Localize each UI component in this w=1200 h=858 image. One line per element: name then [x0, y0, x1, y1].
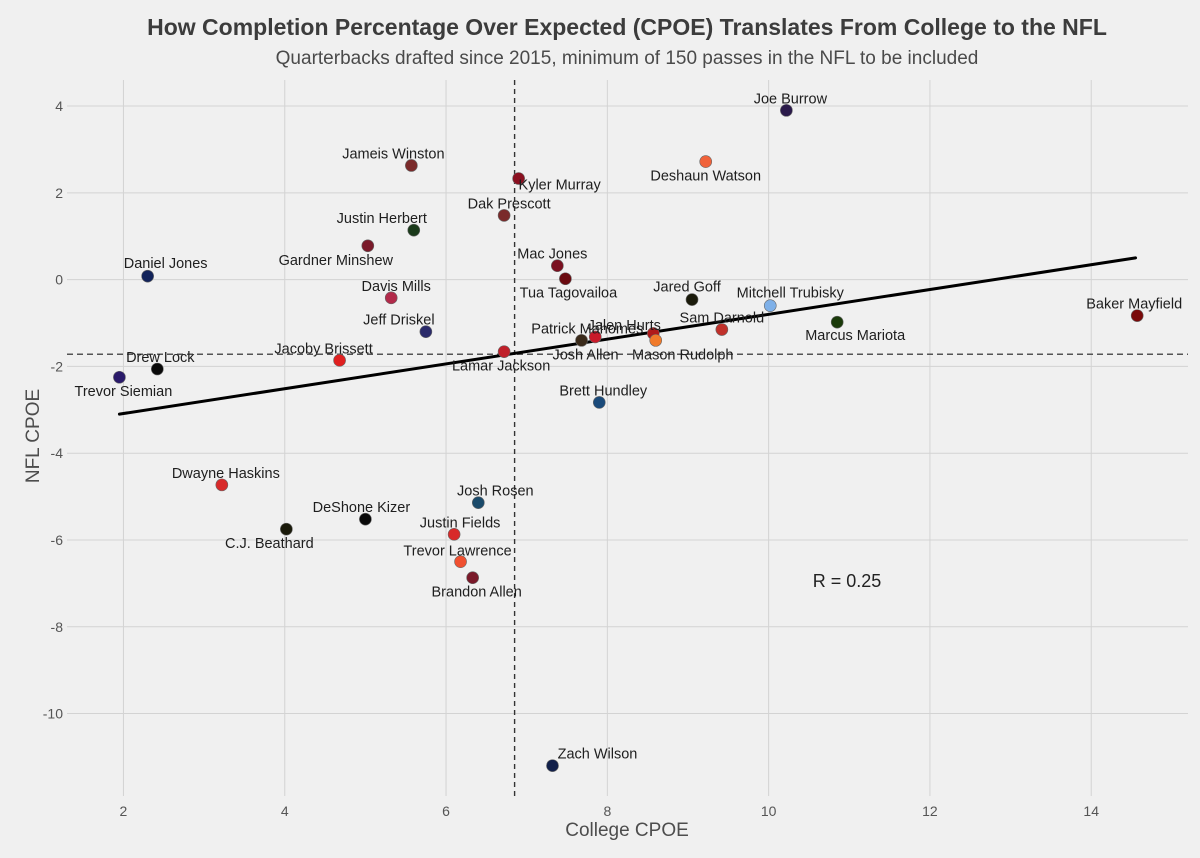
- data-point: [384, 291, 398, 305]
- chart-subtitle: Quarterbacks drafted since 2015, minimum…: [276, 48, 979, 69]
- data-point: [361, 239, 375, 253]
- y-tick-label: -6: [51, 532, 64, 548]
- data-point: [472, 496, 485, 509]
- y-tick-label: 4: [55, 98, 63, 114]
- data-point: [280, 522, 293, 536]
- y-tick-label: -4: [51, 445, 64, 461]
- y-axis-label: NFL CPOE: [23, 389, 44, 483]
- point-label: Baker Mayfield: [1086, 297, 1182, 313]
- data-point: [141, 269, 154, 283]
- y-tick-label: 0: [55, 272, 63, 288]
- y-tick-label: -2: [51, 358, 64, 374]
- data-point: [447, 528, 461, 541]
- point-label: Zach Wilson: [558, 747, 638, 763]
- x-axis-label: College CPOE: [565, 820, 689, 841]
- data-point: [592, 396, 606, 409]
- data-point: [215, 478, 229, 492]
- y-tick-label: -8: [51, 619, 64, 635]
- data-point: [333, 354, 346, 367]
- point-labels: Joe Burrow Deshaun Watson Jameis Winston Ky…: [75, 91, 1183, 762]
- point-label: C.J. Beathard: [225, 536, 314, 552]
- data-point: [497, 345, 511, 358]
- x-tick-label: 10: [761, 803, 777, 819]
- y-tick-label: -10: [43, 706, 63, 722]
- point-label: Tua Tagovailoa: [520, 286, 618, 302]
- data-point: [512, 172, 525, 185]
- trend-line-group: [117, 256, 1138, 416]
- trend-line: [117, 256, 1138, 416]
- point-label: Brett Hundley: [559, 383, 648, 399]
- point-label: Justin Herbert: [337, 211, 427, 227]
- data-point: [405, 159, 418, 172]
- point-label: Mitchell Trubisky: [737, 286, 845, 302]
- chart-title: How Completion Percentage Over Expected …: [147, 14, 1107, 40]
- x-tick-label: 12: [922, 803, 938, 819]
- point-label: Patrick Mahomes: [531, 321, 643, 337]
- x-tick-label: 14: [1083, 803, 1099, 819]
- point-label: Davis Mills: [362, 279, 431, 295]
- point-label: DeShone Kizer: [313, 500, 411, 516]
- x-tick-label: 8: [603, 803, 611, 819]
- r-annotation: R = 0.25: [813, 571, 882, 591]
- data-point: [575, 334, 588, 347]
- point-label: Jared Goff: [653, 280, 721, 296]
- point-label: Daniel Jones: [124, 256, 208, 272]
- point-label: Josh Rosen: [457, 484, 534, 500]
- data-point: [649, 334, 663, 347]
- data-point: [699, 155, 713, 168]
- point-label: Sam Darnold: [680, 311, 765, 327]
- data-point: [1130, 309, 1144, 322]
- x-tick-label: 4: [281, 803, 289, 819]
- tick-labels: 2 4 6 8 10 12 14 4 2 0 -2 -4 -6 -8 -10: [43, 98, 1099, 819]
- point-label: Dwayne Haskins: [172, 466, 280, 482]
- point-label: Lamar Jackson: [452, 359, 550, 375]
- point-label: Mac Jones: [517, 247, 587, 263]
- data-point: [685, 293, 699, 306]
- point-label: Trevor Siemian: [75, 384, 173, 400]
- data-point: [559, 272, 572, 286]
- point-label: Drew Lock: [126, 350, 195, 366]
- data-point: [830, 315, 844, 329]
- x-tick-label: 6: [442, 803, 450, 819]
- data-point: [588, 330, 602, 344]
- point-label: Jeff Driskel: [363, 313, 434, 329]
- y-tick-label: 2: [55, 185, 63, 201]
- point-label: Trevor Lawrence: [403, 544, 511, 560]
- point-label: Jameis Winston: [342, 146, 444, 162]
- grid: [67, 80, 1188, 796]
- point-label: Josh Allen: [552, 347, 618, 363]
- point-label: Marcus Mariota: [805, 328, 906, 344]
- point-label: Jalen Hurts: [588, 318, 661, 334]
- data-points: [113, 104, 1144, 772]
- data-point: [497, 209, 511, 222]
- data-point: [454, 555, 467, 568]
- data-point: [359, 512, 372, 526]
- point-label: Justin Fields: [420, 515, 501, 531]
- data-point: [407, 223, 421, 237]
- point-label: Gardner Minshew: [279, 253, 394, 269]
- data-point: [780, 104, 793, 117]
- data-point: [546, 759, 559, 772]
- data-point: [466, 571, 479, 585]
- data-point: [419, 325, 433, 338]
- data-point: [151, 362, 164, 376]
- data-point: [113, 370, 126, 384]
- point-label: Dak Prescott: [468, 196, 551, 212]
- point-label: Brandon Allen: [432, 585, 522, 601]
- data-point: [763, 299, 777, 312]
- point-label: Jacoby Brissett: [274, 341, 372, 357]
- data-point: [551, 259, 564, 273]
- point-label: Deshaun Watson: [650, 169, 761, 185]
- x-tick-label: 2: [120, 803, 128, 819]
- point-label: Mason Rudolph: [632, 347, 734, 363]
- point-label: Joe Burrow: [754, 91, 828, 107]
- point-label: Kyler Murray: [519, 178, 602, 194]
- data-point: [715, 323, 729, 336]
- reference-lines: [67, 80, 1188, 796]
